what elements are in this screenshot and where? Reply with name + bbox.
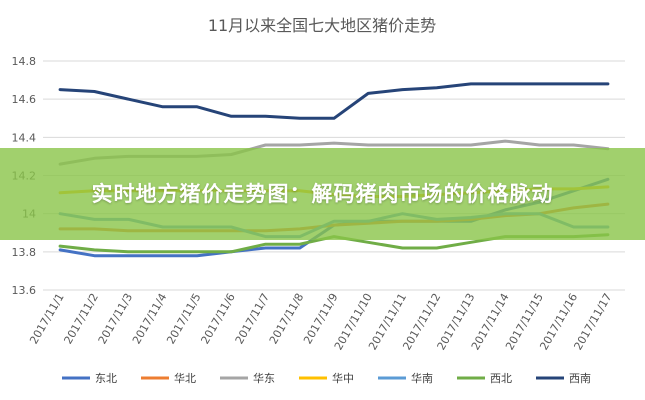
- y-tick-label: 14.6: [12, 93, 37, 106]
- x-tick-label: 2017/11/2: [61, 291, 100, 346]
- overlay-banner: 实时地方猪价走势图：解码猪肉市场的价格脉动: [0, 148, 645, 240]
- x-tick-label: 2017/11/9: [301, 291, 340, 346]
- y-tick-label: 14.8: [12, 55, 37, 68]
- x-tick-label: 2017/11/1: [27, 291, 66, 346]
- y-tick-label: 13.6: [12, 284, 37, 297]
- x-tick-label: 2017/11/8: [267, 291, 306, 346]
- legend-label: 西南: [569, 372, 591, 385]
- legend-label: 华南: [411, 371, 433, 385]
- x-tick-label: 2017/11/7: [233, 291, 272, 346]
- x-tick-label: 2017/11/3: [96, 291, 135, 346]
- legend-label: 西北: [490, 372, 512, 385]
- chart-title: 11月以来全国七大地区猪价走势: [208, 16, 436, 35]
- legend: 东北 华北 华东 华中 华南 西北 西南: [62, 371, 591, 385]
- series-line-西南: [58, 82, 610, 120]
- y-tick-label: 13.8: [12, 246, 37, 259]
- x-tick-label: 2017/11/5: [164, 291, 203, 346]
- legend-label: 东北: [95, 372, 117, 385]
- x-axis-ticks: 2017/11/12017/11/22017/11/32017/11/42017…: [27, 291, 614, 352]
- x-tick-label: 2017/11/4: [130, 291, 169, 346]
- legend-label: 华北: [174, 371, 196, 385]
- banner-headline: 实时地方猪价走势图：解码猪肉市场的价格脉动: [91, 182, 554, 206]
- legend-label: 华中: [332, 371, 354, 385]
- y-tick-label: 14.4: [12, 131, 37, 144]
- x-tick-label: 2017/11/6: [198, 291, 237, 346]
- legend-label: 华东: [253, 371, 275, 385]
